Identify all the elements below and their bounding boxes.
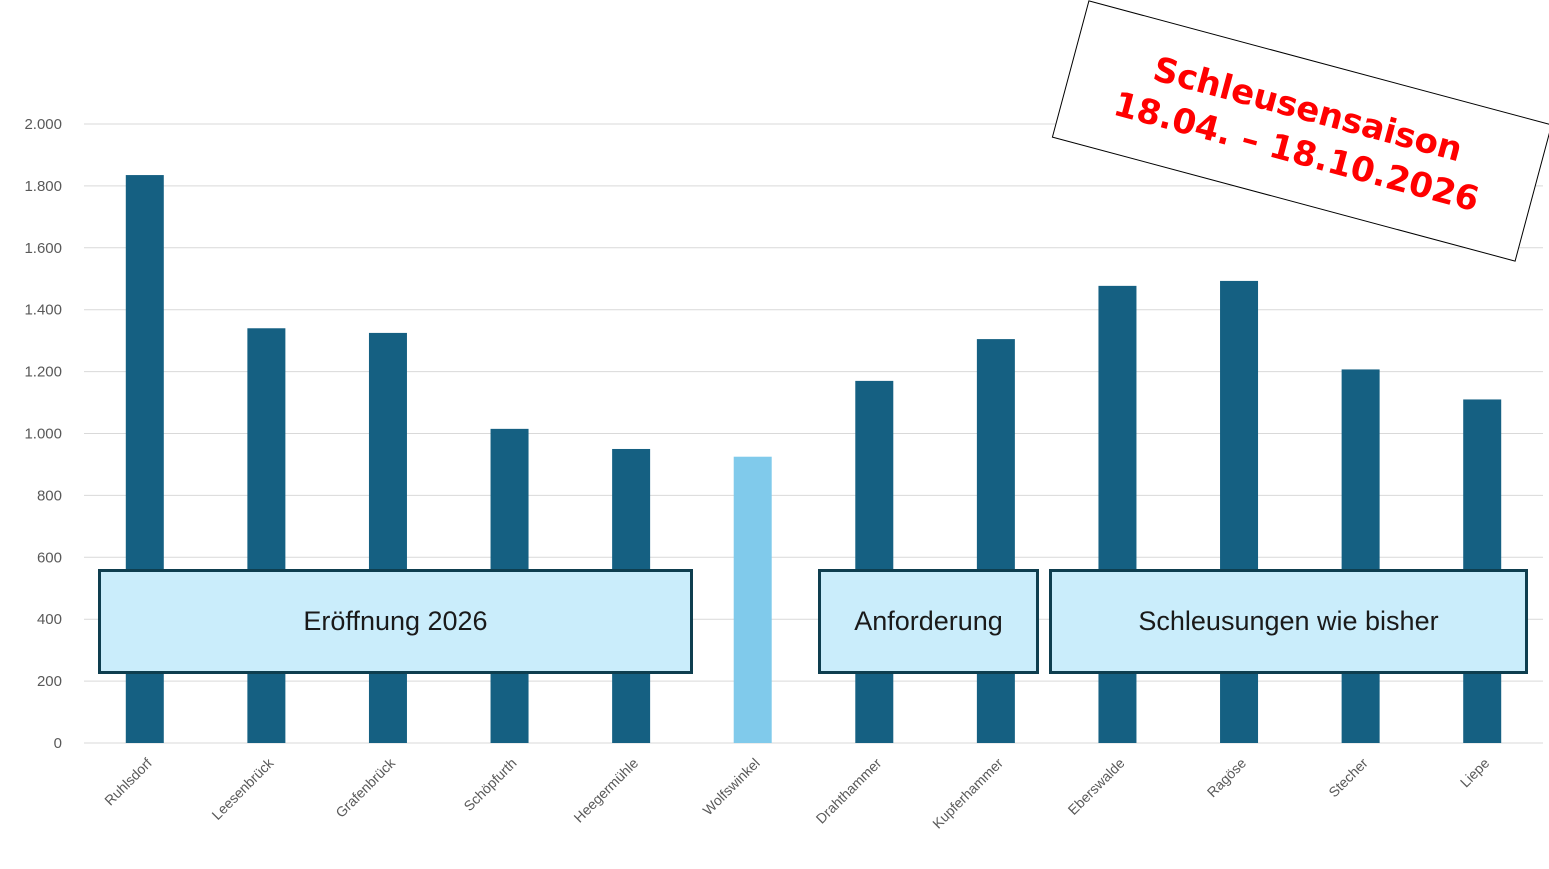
bar — [1098, 285, 1137, 743]
y-tick-label: 1.800 — [24, 178, 62, 195]
x-category-label: Liepe — [1457, 755, 1493, 791]
x-category-label: Heegermühle — [570, 755, 641, 826]
annotation-box-anforderung: Anforderung — [818, 569, 1039, 674]
y-tick-label: 0 — [54, 735, 62, 752]
bar — [733, 456, 772, 743]
bar — [1341, 369, 1380, 743]
bar — [247, 328, 286, 743]
y-tick-label: 800 — [37, 487, 62, 504]
y-tick-label: 400 — [37, 611, 62, 628]
bar — [368, 332, 407, 743]
x-category-label: Grafenbrück — [332, 754, 398, 820]
y-axis-tick-labels: 0 200 400 600 800 1.000 1.200 1.400 1.600 1.800 2.… — [24, 116, 62, 752]
y-tick-label: 1.400 — [24, 302, 62, 319]
bar — [976, 339, 1015, 743]
y-tick-label: 2.000 — [24, 116, 62, 133]
x-category-label: Ragöse — [1204, 755, 1250, 801]
x-category-label: Kupferhammer — [929, 755, 1006, 832]
y-tick-label: 600 — [37, 549, 62, 566]
bar — [855, 380, 894, 743]
y-tick-label: 1.200 — [24, 364, 62, 381]
x-category-label: Wolfswinkel — [699, 755, 762, 818]
x-category-label: Ruhlsdorf — [101, 755, 155, 809]
y-tick-label: 200 — [37, 673, 62, 690]
annotation-box-eroeffnung-label: Eröffnung 2026 — [303, 606, 488, 636]
x-category-label: Schöpfurth — [460, 755, 519, 814]
annotation-box-eroeffnung: Eröffnung 2026 — [98, 569, 693, 674]
x-axis-category-labels: Ruhlsdorf Leesenbrück Grafenbrück Schöpfurt… — [101, 754, 1492, 831]
annotation-box-anforderung-label: Anforderung — [854, 606, 1003, 636]
x-category-label: Eberswalde — [1065, 755, 1128, 818]
x-category-label: Drahthammer — [813, 755, 885, 827]
x-category-label: Leesenbrück — [208, 754, 277, 823]
y-tick-label: 1.000 — [24, 426, 62, 443]
x-category-label: Stecher — [1325, 755, 1371, 801]
annotation-box-schleusungen-label: Schleusungen wie bisher — [1138, 606, 1439, 636]
y-tick-label: 1.600 — [24, 240, 62, 257]
annotation-box-schleusungen: Schleusungen wie bisher — [1049, 569, 1528, 674]
